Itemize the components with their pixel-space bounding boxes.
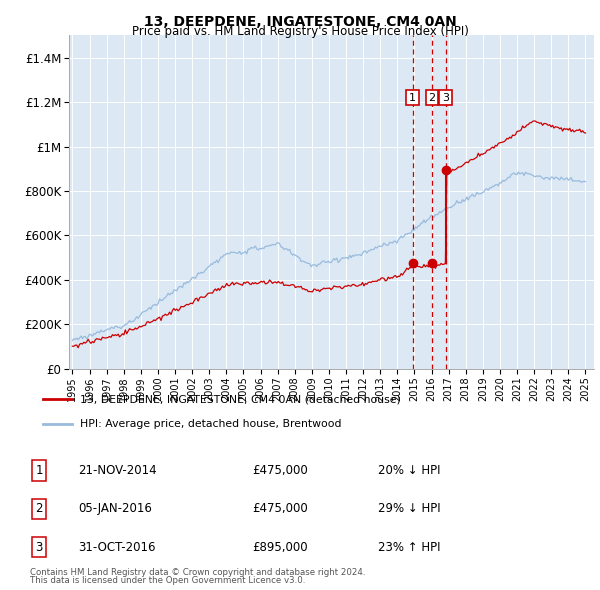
Text: 23% ↑ HPI: 23% ↑ HPI: [378, 540, 440, 554]
Text: HPI: Average price, detached house, Brentwood: HPI: Average price, detached house, Bren…: [80, 419, 342, 429]
Text: 13, DEEPDENE, INGATESTONE, CM4 0AN: 13, DEEPDENE, INGATESTONE, CM4 0AN: [143, 15, 457, 29]
Text: 1: 1: [409, 93, 416, 103]
Text: £895,000: £895,000: [252, 540, 308, 554]
Text: 21-NOV-2014: 21-NOV-2014: [78, 464, 157, 477]
Text: 2: 2: [428, 93, 436, 103]
Text: 20% ↓ HPI: 20% ↓ HPI: [378, 464, 440, 477]
Text: 05-JAN-2016: 05-JAN-2016: [78, 502, 152, 516]
Text: Contains HM Land Registry data © Crown copyright and database right 2024.: Contains HM Land Registry data © Crown c…: [30, 568, 365, 577]
Text: £475,000: £475,000: [252, 502, 308, 516]
Text: Price paid vs. HM Land Registry's House Price Index (HPI): Price paid vs. HM Land Registry's House …: [131, 25, 469, 38]
Text: 3: 3: [442, 93, 449, 103]
Text: 13, DEEPDENE, INGATESTONE, CM4 0AN (detached house): 13, DEEPDENE, INGATESTONE, CM4 0AN (deta…: [80, 394, 401, 404]
Text: This data is licensed under the Open Government Licence v3.0.: This data is licensed under the Open Gov…: [30, 576, 305, 585]
Text: 31-OCT-2016: 31-OCT-2016: [78, 540, 155, 554]
Text: 1: 1: [35, 464, 43, 477]
Text: £475,000: £475,000: [252, 464, 308, 477]
Text: 2: 2: [35, 502, 43, 516]
Text: 29% ↓ HPI: 29% ↓ HPI: [378, 502, 440, 516]
Text: 3: 3: [35, 540, 43, 554]
